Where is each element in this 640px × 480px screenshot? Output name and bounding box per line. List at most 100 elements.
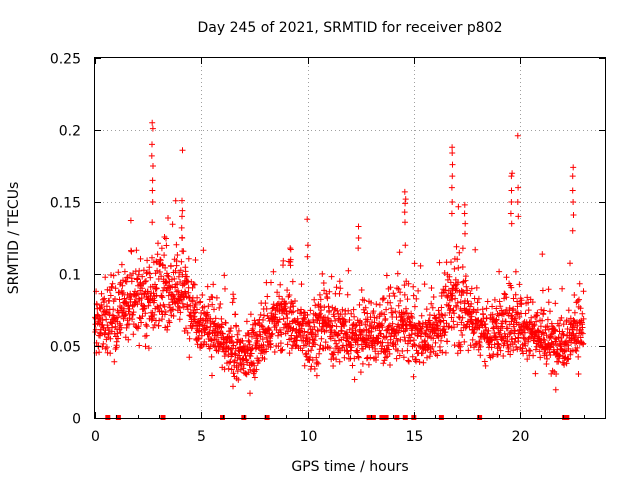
data-point xyxy=(455,203,462,210)
data-point xyxy=(576,280,583,287)
data-point xyxy=(178,224,185,231)
data-gap-marker xyxy=(383,415,389,420)
data-point xyxy=(117,322,124,329)
data-point xyxy=(298,281,305,288)
data-point xyxy=(133,247,140,254)
data-point xyxy=(98,290,105,297)
data-point xyxy=(454,350,461,357)
data-point xyxy=(101,331,108,338)
data-point xyxy=(409,314,416,321)
data-point xyxy=(317,303,324,309)
data-point xyxy=(448,314,455,321)
data-point xyxy=(149,199,156,205)
data-point xyxy=(242,370,249,377)
data-point xyxy=(450,307,457,314)
data-point xyxy=(102,274,109,281)
data-point xyxy=(579,324,586,331)
data-point xyxy=(571,292,578,298)
data-point xyxy=(301,362,308,369)
data-point xyxy=(418,333,424,340)
data-point xyxy=(410,292,417,299)
data-point xyxy=(228,366,235,373)
data-point xyxy=(173,258,180,264)
data-point xyxy=(347,347,354,354)
data-point xyxy=(305,348,312,354)
data-point xyxy=(543,332,550,339)
data-point xyxy=(370,308,377,315)
data-point xyxy=(430,335,437,342)
data-point xyxy=(247,353,254,360)
data-point xyxy=(444,294,451,301)
data-point xyxy=(229,299,236,306)
data-point xyxy=(541,337,548,344)
data-point xyxy=(359,296,366,303)
data-point xyxy=(284,341,291,348)
data-point xyxy=(225,365,232,372)
data-point xyxy=(514,309,521,316)
data-point xyxy=(311,365,318,372)
data-point xyxy=(334,307,341,314)
data-point xyxy=(342,318,349,325)
data-point xyxy=(579,310,586,317)
data-point xyxy=(136,267,143,274)
data-point xyxy=(304,216,311,223)
data-point xyxy=(485,327,492,334)
data-point xyxy=(143,321,149,328)
data-point xyxy=(396,249,403,256)
data-point xyxy=(150,290,157,297)
data-gap-marker xyxy=(115,415,121,420)
data-point xyxy=(399,348,406,354)
data-point xyxy=(209,294,216,301)
data-point xyxy=(167,262,174,269)
data-point xyxy=(510,295,517,302)
data-point xyxy=(579,330,586,337)
data-point xyxy=(292,298,298,304)
data-point xyxy=(532,346,539,353)
data-point xyxy=(468,285,475,292)
data-point xyxy=(389,320,396,327)
data-point xyxy=(516,314,523,320)
data-point xyxy=(288,345,295,352)
data-point xyxy=(107,292,114,299)
data-point xyxy=(345,307,352,314)
data-point xyxy=(382,315,389,322)
data-point xyxy=(263,305,270,312)
data-point xyxy=(514,132,521,139)
data-point xyxy=(578,329,585,336)
data-point xyxy=(512,291,519,298)
data-point xyxy=(268,279,274,286)
data-point xyxy=(539,251,546,258)
data-point xyxy=(99,312,105,319)
data-point xyxy=(255,357,262,364)
data-point xyxy=(544,316,551,323)
data-point xyxy=(448,259,454,266)
data-point xyxy=(546,349,553,356)
data-point xyxy=(103,316,110,323)
data-point xyxy=(350,306,357,313)
data-point xyxy=(359,360,366,367)
data-point xyxy=(281,301,288,308)
data-point xyxy=(143,323,150,330)
data-point xyxy=(540,311,547,318)
data-point xyxy=(512,268,519,275)
data-point xyxy=(371,319,378,326)
data-point xyxy=(252,320,259,327)
data-point xyxy=(269,330,276,337)
data-point xyxy=(158,273,165,280)
data-point xyxy=(355,235,362,241)
data-gap-marker xyxy=(438,415,444,420)
data-point xyxy=(461,201,468,208)
data-point xyxy=(183,325,189,332)
data-point xyxy=(113,338,120,345)
data-point xyxy=(274,289,281,296)
data-point xyxy=(470,330,477,337)
data-point xyxy=(525,325,532,332)
data-point xyxy=(428,285,435,291)
data-point xyxy=(157,257,164,264)
data-point xyxy=(179,300,186,307)
data-point xyxy=(120,289,127,296)
data-point xyxy=(577,305,584,312)
data-point xyxy=(165,292,172,299)
data-point xyxy=(341,354,348,361)
data-point xyxy=(175,303,182,310)
